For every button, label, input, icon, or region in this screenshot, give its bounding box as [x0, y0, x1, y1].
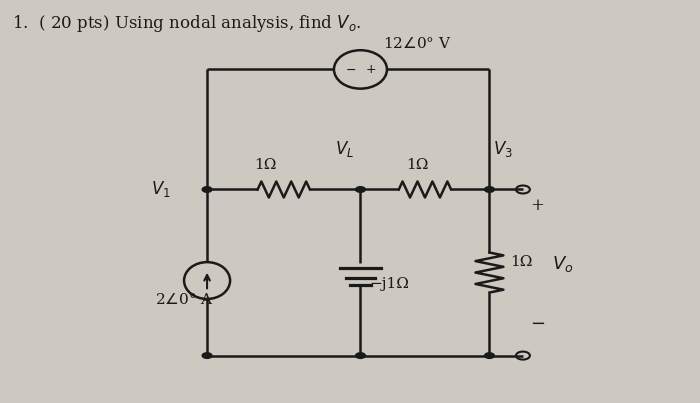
Text: 1Ω: 1Ω	[254, 158, 276, 172]
Circle shape	[484, 353, 494, 358]
Text: $V_3$: $V_3$	[493, 139, 513, 160]
Text: $+$: $+$	[365, 63, 376, 76]
Circle shape	[484, 187, 494, 192]
Text: $V_o$: $V_o$	[552, 253, 573, 274]
Text: +: +	[530, 197, 544, 214]
Text: 2$\angle$0° A: 2$\angle$0° A	[155, 292, 214, 307]
Circle shape	[202, 353, 212, 358]
Text: 1.  ( 20 pts) Using nodal analysis, find $V_o$.: 1. ( 20 pts) Using nodal analysis, find …	[12, 13, 361, 34]
Text: −: −	[530, 315, 545, 332]
Text: $-$: $-$	[345, 63, 356, 76]
Text: 1Ω: 1Ω	[510, 255, 533, 268]
Circle shape	[202, 187, 212, 192]
Text: $V_L$: $V_L$	[335, 139, 354, 160]
Circle shape	[356, 187, 365, 192]
Circle shape	[356, 353, 365, 358]
Text: $V_1$: $V_1$	[151, 179, 171, 199]
Text: 1Ω: 1Ω	[406, 158, 428, 172]
Text: 12$\angle$0° V: 12$\angle$0° V	[384, 36, 452, 51]
Text: −j1Ω: −j1Ω	[370, 276, 410, 291]
